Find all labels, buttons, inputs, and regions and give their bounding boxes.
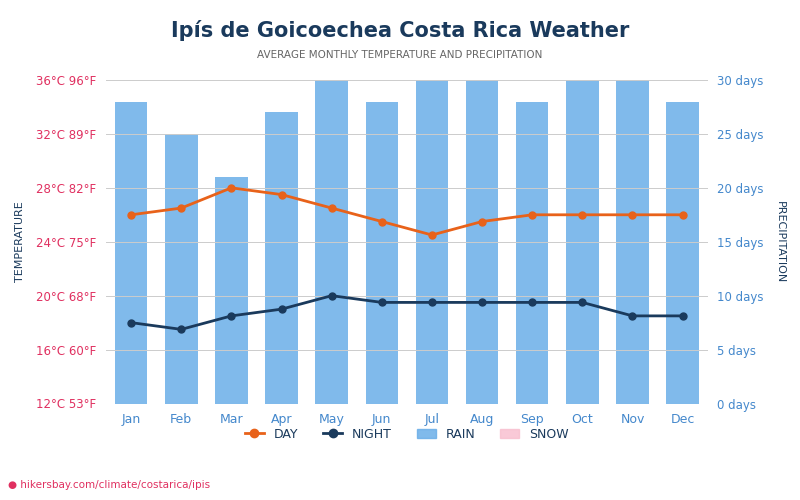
Bar <box>115 102 147 404</box>
Text: Ipís de Goicoechea Costa Rica Weather: Ipís de Goicoechea Costa Rica Weather <box>171 20 629 41</box>
Bar <box>366 102 398 404</box>
Y-axis label: TEMPERATURE: TEMPERATURE <box>15 202 25 282</box>
Bar <box>566 80 598 404</box>
Bar <box>315 80 348 404</box>
Bar <box>165 134 198 404</box>
Text: ● hikersbay.com/climate/costarica/ipis: ● hikersbay.com/climate/costarica/ipis <box>8 480 210 490</box>
Bar <box>466 80 498 404</box>
Bar <box>416 80 448 404</box>
Legend: DAY, NIGHT, RAIN, SNOW: DAY, NIGHT, RAIN, SNOW <box>240 423 574 446</box>
Bar <box>266 112 298 404</box>
Bar <box>616 80 649 404</box>
Bar <box>215 177 248 404</box>
Bar <box>666 102 699 404</box>
Text: AVERAGE MONTHLY TEMPERATURE AND PRECIPITATION: AVERAGE MONTHLY TEMPERATURE AND PRECIPIT… <box>258 50 542 60</box>
Y-axis label: PRECIPITATION: PRECIPITATION <box>775 200 785 283</box>
Bar <box>516 102 549 404</box>
